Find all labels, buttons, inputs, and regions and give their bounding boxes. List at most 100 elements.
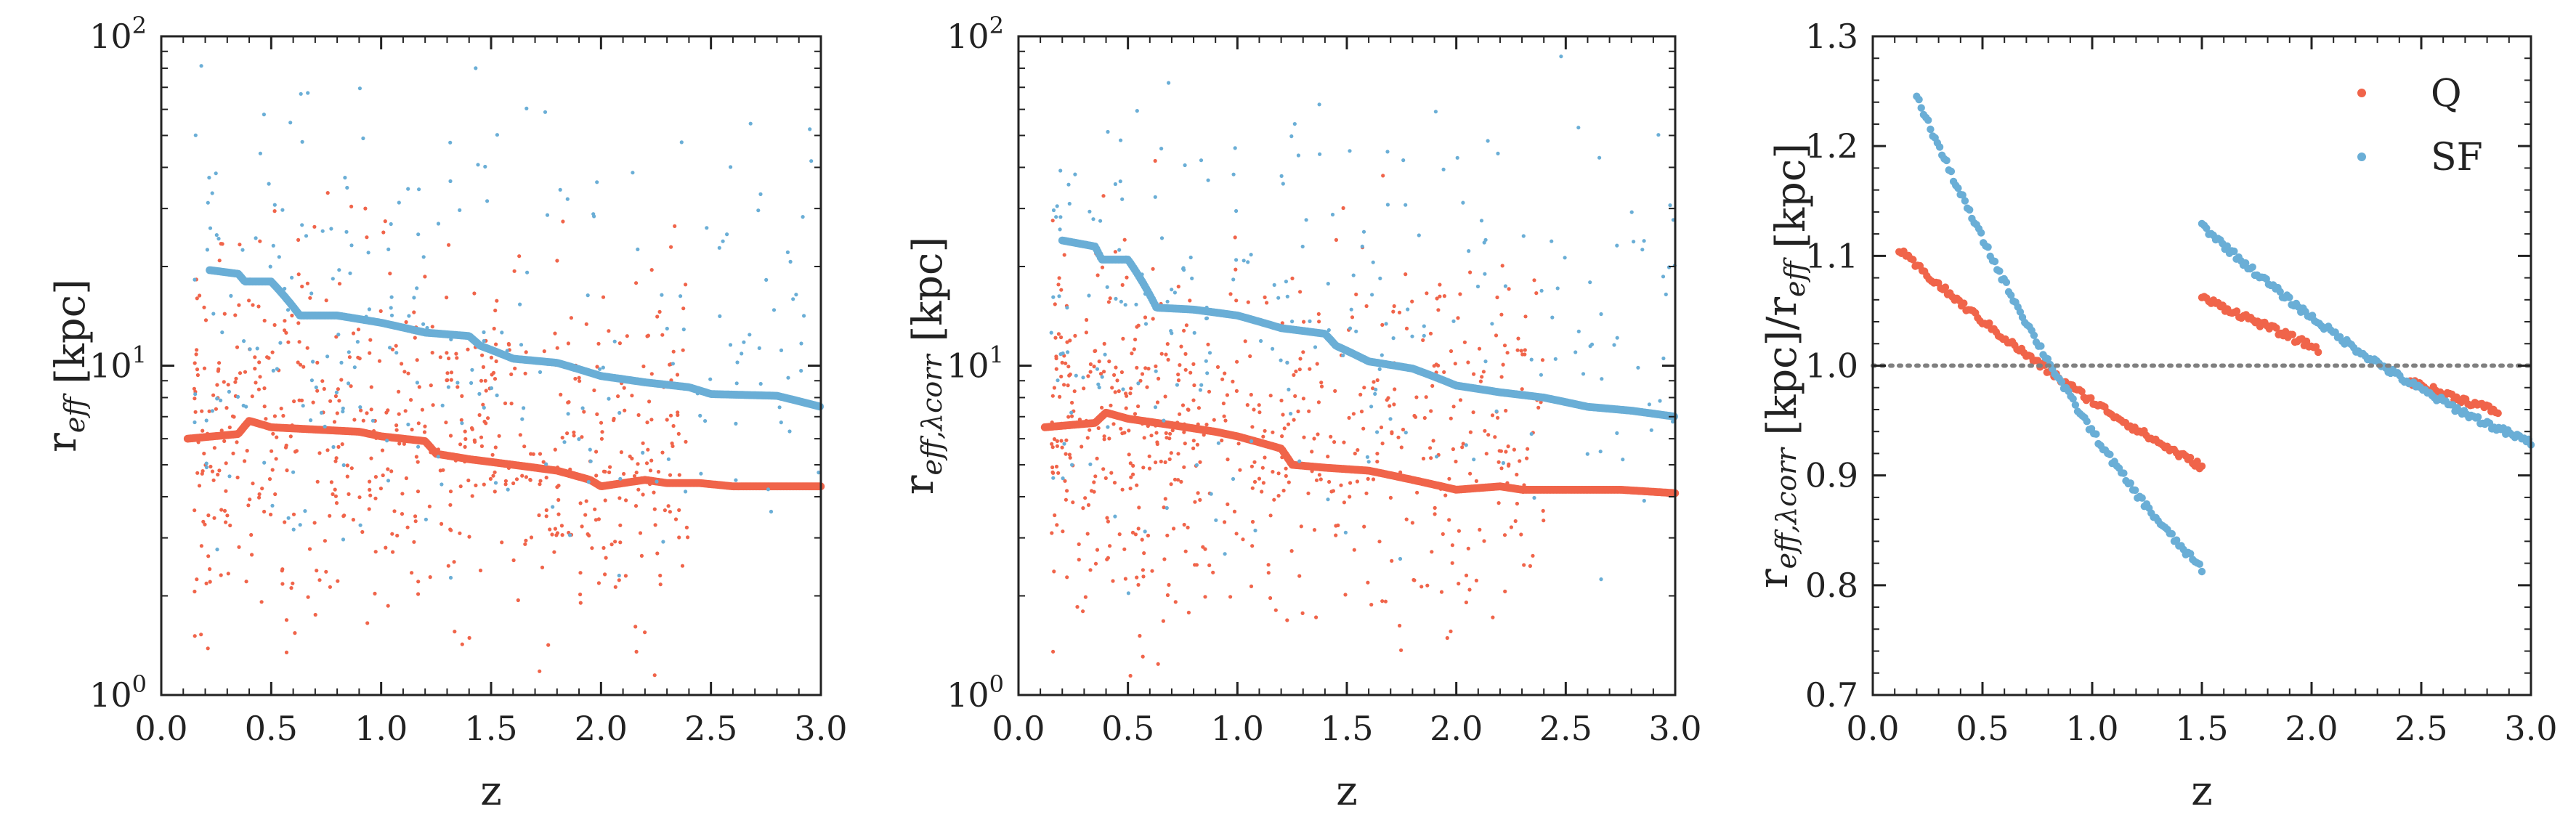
scatter-point — [725, 232, 729, 237]
scatter-point — [222, 312, 227, 316]
scatter-point — [416, 580, 421, 584]
scatter-point — [1162, 418, 1166, 423]
scatter-point — [356, 328, 361, 332]
y-tick-label: 1.0 — [1805, 346, 1858, 386]
scatter-point — [211, 478, 216, 482]
scatter-point — [1279, 174, 1284, 178]
scatter-point — [1468, 471, 1473, 476]
scatter-point — [410, 427, 414, 432]
scatter-point — [355, 340, 360, 344]
scatter-point — [368, 487, 372, 492]
scatter-point — [544, 514, 548, 519]
scatter-point — [329, 227, 333, 231]
scatter-point — [1442, 370, 1446, 374]
scatter-point — [1093, 561, 1098, 566]
scatter-point — [293, 631, 297, 635]
scatter-point — [1124, 406, 1128, 410]
scatter-point — [1142, 551, 1146, 556]
scatter-point — [1519, 532, 1523, 537]
scatter-point — [1098, 371, 1103, 376]
scatter-point — [1231, 476, 1236, 481]
scatter-point — [1112, 481, 1117, 485]
scatter-point — [1167, 457, 1172, 462]
scatter-point — [250, 394, 254, 399]
scatter-point — [481, 365, 486, 369]
scatter-point — [291, 470, 296, 474]
scatter-point — [1232, 509, 1237, 514]
scatter-point — [594, 450, 599, 454]
scatter-point — [445, 296, 449, 300]
scatter-point — [254, 381, 258, 385]
scatter-point — [641, 364, 646, 369]
scatter-point — [1109, 471, 1114, 475]
scatter-point — [1095, 456, 1099, 461]
scatter-point — [352, 365, 357, 370]
scatter-point — [1421, 338, 1425, 342]
ratio-point — [2203, 224, 2211, 232]
scatter-point — [1298, 290, 1303, 294]
scatter-point — [271, 431, 275, 436]
scatter-point — [686, 535, 690, 540]
scatter-point — [347, 355, 352, 359]
scatter-point — [1477, 346, 1482, 351]
ratio-point — [2232, 307, 2241, 315]
scatter-point — [1070, 400, 1074, 405]
scatter-point — [193, 392, 198, 397]
scatter-point — [668, 413, 673, 418]
scatter-point — [1351, 273, 1356, 277]
scatter-point — [618, 540, 623, 545]
scatter-point — [240, 248, 245, 252]
scatter-point — [482, 330, 486, 335]
scatter-point — [1276, 471, 1281, 476]
scatter-point — [764, 277, 769, 282]
scatter-point — [251, 303, 255, 307]
scatter-point — [1223, 418, 1228, 423]
scatter-point — [1301, 397, 1305, 401]
scatter-point — [1056, 332, 1061, 336]
scatter-point — [1253, 528, 1257, 533]
scatter-point — [1502, 533, 1507, 537]
scatter-point — [1054, 354, 1058, 359]
scatter-point — [548, 527, 552, 532]
scatter-point — [394, 423, 399, 428]
scatter-point — [1186, 610, 1191, 615]
scatter-point — [228, 523, 232, 528]
scatter-point — [383, 219, 387, 224]
scatter-point — [1135, 575, 1139, 580]
y-axis-label: reff,λcorr [kpc] — [896, 237, 952, 495]
scatter-point — [1532, 278, 1536, 283]
scatter-point — [572, 430, 576, 434]
scatter-point — [1056, 471, 1061, 475]
scatter-point — [1597, 155, 1602, 160]
scatter-point — [1539, 288, 1544, 293]
scatter-point — [1455, 155, 1459, 160]
scatter-point — [1051, 649, 1056, 654]
scatter-point — [1249, 584, 1254, 589]
scatter-point — [193, 361, 197, 365]
scatter-point — [1180, 403, 1186, 407]
scatter-point — [1640, 248, 1645, 252]
scatter-point — [208, 464, 213, 469]
scatter-point — [1130, 351, 1134, 356]
scatter-point — [1179, 479, 1183, 484]
scatter-point — [391, 550, 395, 554]
scatter-point — [1065, 575, 1069, 580]
scatter-point — [331, 277, 335, 281]
ratio-point — [2193, 458, 2201, 466]
scatter-point — [317, 451, 322, 455]
scatter-point — [1280, 321, 1284, 325]
scatter-point — [283, 520, 287, 524]
scatter-point — [1133, 337, 1138, 342]
scatter-point — [1257, 410, 1262, 415]
scatter-point — [1612, 343, 1616, 347]
scatter-point — [262, 386, 267, 391]
scatter-point — [1081, 506, 1085, 511]
scatter-point — [344, 229, 349, 234]
scatter-point — [1468, 430, 1473, 434]
scatter-point — [455, 385, 460, 389]
scatter-point — [657, 309, 662, 314]
scatter-point — [802, 314, 806, 318]
scatter-point — [199, 633, 203, 637]
scatter-point — [217, 468, 222, 473]
